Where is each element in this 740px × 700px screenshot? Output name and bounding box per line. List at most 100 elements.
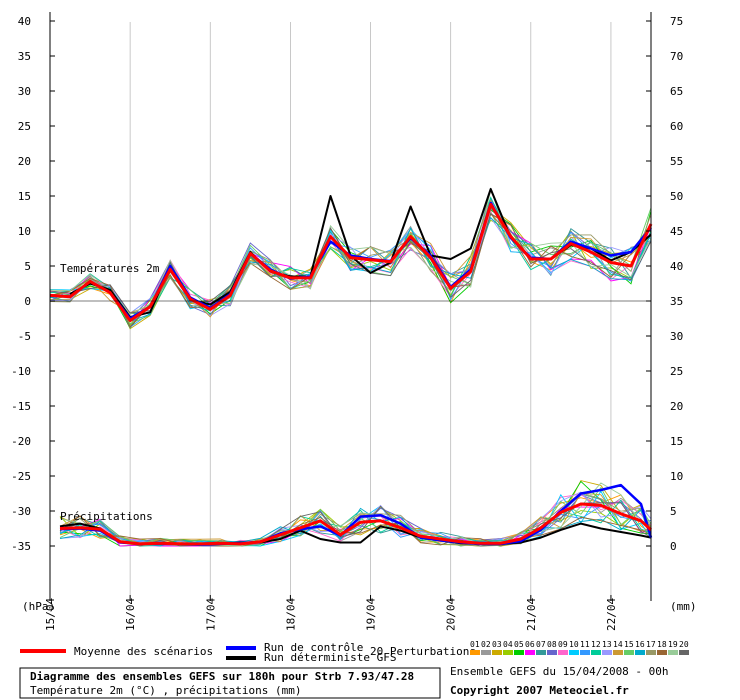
main-series (49, 188, 653, 546)
right-tick-label: 25 (670, 365, 683, 378)
footer-subtitle: Température 2m (°C) , précipitations (mm… (30, 684, 302, 697)
perturbation-swatch (591, 650, 601, 655)
right-tick-label: 40 (670, 260, 683, 273)
temperature-mean-line (49, 202, 653, 323)
legend-deterministic-label: Run déterministe GFS (264, 651, 396, 664)
right-tick-label: 55 (670, 155, 683, 168)
perturbation-id: 16 (635, 640, 645, 649)
perturbation-id: 08 (547, 640, 557, 649)
ensemble-date: Ensemble GEFS du 15/04/2008 - 00h (450, 665, 669, 678)
legend-perturbations-label: 20 Perturbations (370, 645, 476, 658)
perturbation-swatch (613, 650, 623, 655)
perturbation-swatch (536, 650, 546, 655)
left-tick-label: 0 (24, 295, 31, 308)
right-tick-label: 50 (670, 190, 683, 203)
perturbation-swatch (668, 650, 678, 655)
date-label: 21/04 (525, 598, 538, 631)
left-tick-label: 15 (18, 190, 31, 203)
date-label: 17/04 (204, 598, 217, 631)
perturbation-id: 10 (569, 640, 579, 649)
right-tick-label: 5 (670, 505, 677, 518)
perturbation-swatches: 01 02 03 04 05 06 07 08 09 10 11 12 13 14 15 16 17 18 19 20 (470, 640, 689, 655)
perturbation-swatch (481, 650, 491, 655)
date-label: 18/04 (284, 598, 297, 631)
left-tick-label: -5 (18, 330, 31, 343)
perturbation-id: 14 (613, 640, 623, 649)
date-label: 19/04 (365, 598, 378, 631)
perturbation-id: 04 (503, 640, 513, 649)
right-tick-label: 30 (670, 330, 683, 343)
left-tick-label: 30 (18, 85, 31, 98)
left-tick-label: 40 (18, 15, 31, 28)
perturbation-id: 03 (492, 640, 502, 649)
perturbation-swatch (602, 650, 612, 655)
perturbation-swatch (580, 650, 590, 655)
temperature-perturbation-line (49, 216, 652, 323)
right-tick-label: 15 (670, 435, 683, 448)
left-tick-label: -30 (11, 505, 31, 518)
right-axis-unit: (mm) (670, 600, 697, 613)
grid (129, 22, 612, 601)
right-tick-label: 35 (670, 295, 683, 308)
right-tick-label: 10 (670, 470, 683, 483)
perturbation-swatch (635, 650, 645, 655)
perturbation-swatch (679, 650, 689, 655)
perturbation-swatch (657, 650, 667, 655)
perturbation-id: 18 (657, 640, 667, 649)
left-tick-label: -10 (11, 365, 31, 378)
left-tick-label: 10 (18, 225, 31, 238)
legend-mean-label: Moyenne des scénarios (74, 645, 213, 658)
left-tick-label: 25 (18, 120, 31, 133)
left-axis-unit: (hPa) (22, 600, 55, 613)
precipitation-perturbation-line (59, 507, 652, 547)
right-tick-label: 0 (670, 540, 677, 553)
left-tick-label: -25 (11, 470, 31, 483)
right-tick-label: 45 (670, 225, 683, 238)
date-label: 15/04 (44, 598, 57, 631)
left-tick-label: -35 (11, 540, 31, 553)
left-tick-label: 20 (18, 155, 31, 168)
right-tick-label: 60 (670, 120, 683, 133)
left-tick-label: -20 (11, 435, 31, 448)
perturbation-swatch (569, 650, 579, 655)
right-tick-label: 20 (670, 400, 683, 413)
left-tick-label: 5 (24, 260, 31, 273)
perturbation-id: 12 (591, 640, 601, 649)
perturbation-swatch (646, 650, 656, 655)
perturbation-swatch (470, 650, 480, 655)
date-label: 22/04 (605, 598, 618, 631)
perturbation-id: 02 (481, 640, 491, 649)
date-label: 16/04 (124, 598, 137, 631)
perturbation-swatch (492, 650, 502, 655)
perturbation-swatch (514, 650, 524, 655)
precipitation-perturbation-line (59, 502, 652, 547)
left-tick-label: 35 (18, 50, 31, 63)
perturbation-id: 11 (580, 640, 590, 649)
right-tick-label: 75 (670, 15, 683, 28)
perturbation-swatch (547, 650, 557, 655)
date-label: 20/04 (445, 598, 458, 631)
perturbation-swatch (503, 650, 513, 655)
left-tick-label: -15 (11, 400, 31, 413)
perturbation-id: 17 (646, 640, 656, 649)
footer-title: Diagramme des ensembles GEFS sur 180h po… (30, 670, 414, 683)
precipitation-mean-line (59, 502, 653, 546)
right-tick-label: 70 (670, 50, 683, 63)
legend-control-label: Run de contrôle (264, 641, 363, 654)
footer-box (19, 667, 441, 699)
precipitation-section-label: Précipitations (60, 510, 153, 523)
perturbation-id: 19 (668, 640, 678, 649)
temperature-section-label: Températures 2m (60, 262, 160, 275)
perturbation-id: 06 (525, 640, 535, 649)
right-tick-label: 65 (670, 85, 683, 98)
perturbation-id: 01 (470, 640, 480, 649)
copyright: Copyright 2007 Meteociel.fr (450, 684, 629, 697)
perturbation-swatch (624, 650, 634, 655)
perturbation-swatch (525, 650, 535, 655)
perturbation-id: 09 (558, 640, 568, 649)
perturbation-id: 20 (679, 640, 689, 649)
legend: Moyenne des scénarios Run de contrôle Ru… (20, 640, 689, 664)
perturbation-id: 07 (536, 640, 546, 649)
axes: 4035302520151050-5-10-15-20-25-30-357570… (11, 12, 683, 631)
